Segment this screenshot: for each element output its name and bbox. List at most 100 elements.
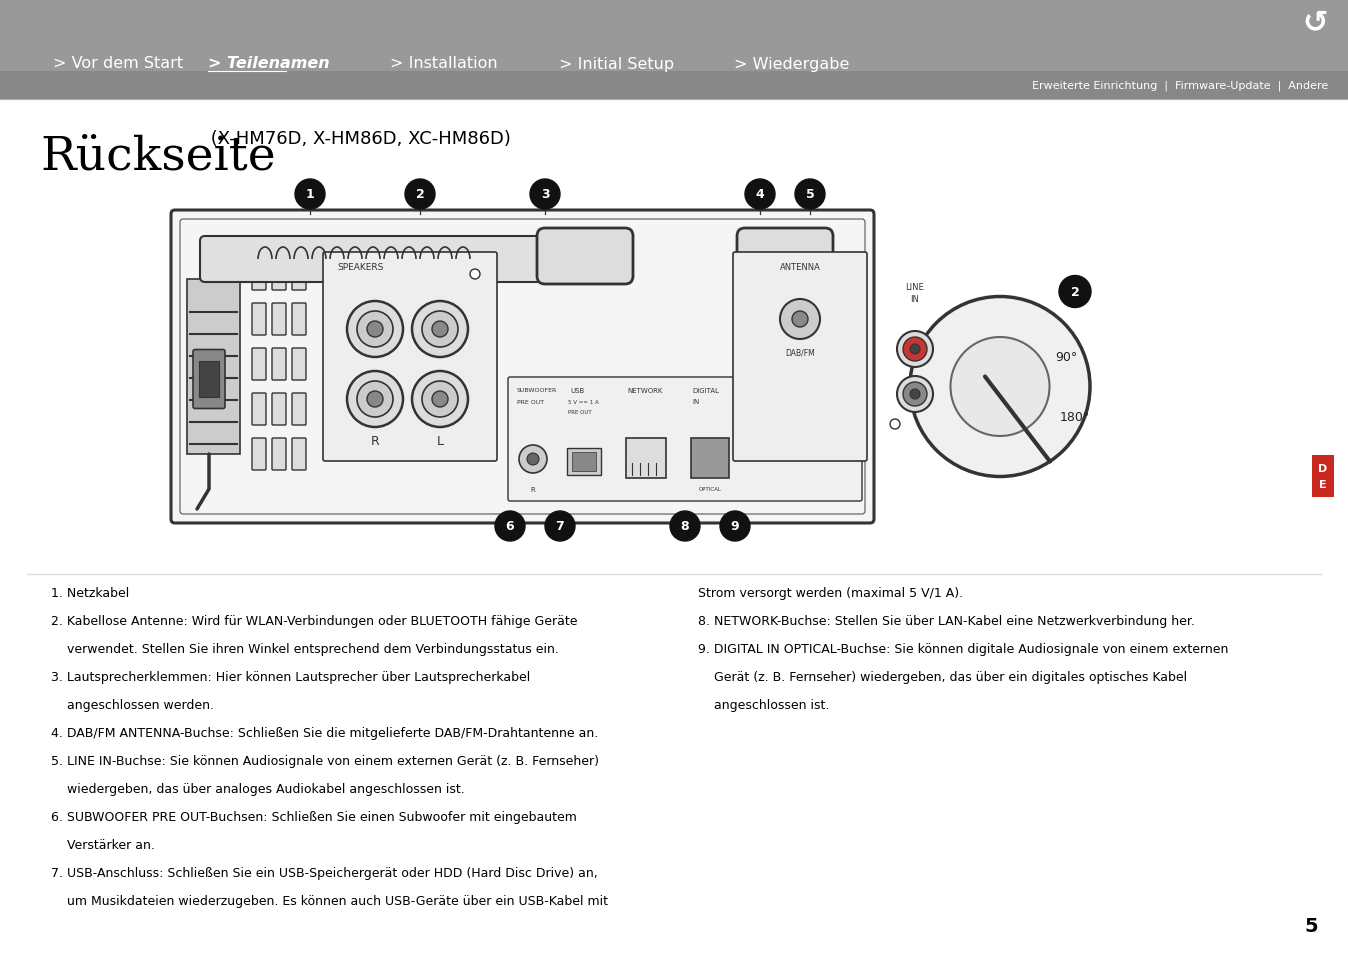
Text: PRE OUT: PRE OUT — [568, 410, 592, 415]
Circle shape — [367, 392, 383, 408]
FancyBboxPatch shape — [252, 258, 266, 291]
Text: 2: 2 — [415, 189, 425, 201]
Circle shape — [422, 381, 458, 417]
Text: 5: 5 — [1305, 916, 1318, 935]
Circle shape — [295, 180, 325, 210]
Circle shape — [745, 180, 775, 210]
Text: 9. DIGITAL IN OPTICAL-Buchse: Sie können digitale Audiosignale von einem externe: 9. DIGITAL IN OPTICAL-Buchse: Sie können… — [698, 642, 1228, 656]
FancyBboxPatch shape — [272, 349, 286, 380]
Text: Strom versorgt werden (maximal 5 V/1 A).: Strom versorgt werden (maximal 5 V/1 A). — [698, 586, 962, 599]
Text: IN: IN — [910, 294, 919, 304]
FancyBboxPatch shape — [625, 438, 666, 478]
FancyBboxPatch shape — [293, 349, 306, 380]
Circle shape — [910, 390, 919, 399]
Text: 5. LINE IN-Buchse: Sie können Audiosignale von einem externen Gerät (z. B. Ferns: 5. LINE IN-Buchse: Sie können Audiosigna… — [51, 754, 599, 767]
Text: ↺: ↺ — [1302, 8, 1328, 37]
Text: > Teilenamen: > Teilenamen — [208, 56, 330, 71]
Text: LINE: LINE — [906, 283, 925, 292]
Circle shape — [357, 381, 394, 417]
FancyBboxPatch shape — [252, 438, 266, 471]
FancyBboxPatch shape — [293, 304, 306, 335]
Text: 1. Netzkabel: 1. Netzkabel — [51, 586, 129, 599]
Text: angeschlossen ist.: angeschlossen ist. — [698, 699, 829, 711]
Text: angeschlossen werden.: angeschlossen werden. — [51, 699, 214, 711]
Text: 5 V == 1 A: 5 V == 1 A — [568, 399, 599, 405]
FancyBboxPatch shape — [737, 229, 833, 285]
Text: 5: 5 — [806, 189, 814, 201]
Text: PRE OUT: PRE OUT — [518, 399, 545, 405]
Text: Erweiterte Einrichtung  |  Firmware-Update  |  Andere: Erweiterte Einrichtung | Firmware-Update… — [1031, 81, 1328, 91]
Circle shape — [422, 312, 458, 348]
Text: 7. USB-Anschluss: Schließen Sie ein USB-Speichergerät oder HDD (Hard Disc Drive): 7. USB-Anschluss: Schließen Sie ein USB-… — [51, 866, 597, 879]
Circle shape — [545, 512, 576, 541]
FancyBboxPatch shape — [733, 253, 867, 461]
Circle shape — [910, 345, 919, 355]
Circle shape — [346, 302, 403, 357]
Text: 3. Lautsprecherklemmen: Hier können Lautsprecher über Lautsprecherkabel: 3. Lautsprecherklemmen: Hier können Laut… — [51, 670, 530, 683]
Circle shape — [367, 322, 383, 337]
Text: um Musikdateien wiederzugeben. Es können auch USB-Geräte über ein USB-Kabel mit: um Musikdateien wiederzugeben. Es können… — [51, 894, 608, 907]
FancyBboxPatch shape — [252, 304, 266, 335]
Text: E: E — [1320, 479, 1326, 490]
Text: > Vor dem Start: > Vor dem Start — [53, 56, 183, 71]
Text: D: D — [1318, 463, 1328, 474]
FancyBboxPatch shape — [252, 394, 266, 426]
Text: 90°: 90° — [1055, 351, 1077, 364]
Text: Rückseite: Rückseite — [40, 133, 275, 179]
Text: Gerät (z. B. Fernseher) wiedergeben, das über ein digitales optisches Kabel: Gerät (z. B. Fernseher) wiedergeben, das… — [698, 670, 1188, 683]
FancyBboxPatch shape — [293, 258, 306, 291]
FancyBboxPatch shape — [293, 438, 306, 471]
Circle shape — [910, 297, 1091, 477]
Bar — [0, 0, 1348, 100]
FancyBboxPatch shape — [692, 438, 729, 478]
Text: 4: 4 — [756, 189, 764, 201]
Circle shape — [530, 180, 559, 210]
Text: wiedergeben, das über analoges Audiokabel angeschlossen ist.: wiedergeben, das über analoges Audiokabe… — [51, 782, 465, 795]
Text: > Installation: > Installation — [390, 56, 497, 71]
Text: 8: 8 — [681, 520, 689, 533]
Circle shape — [890, 419, 900, 430]
Text: 9: 9 — [731, 520, 739, 533]
Text: 2: 2 — [1070, 286, 1080, 298]
Circle shape — [896, 376, 933, 413]
Bar — [187, 280, 240, 455]
Circle shape — [431, 392, 448, 408]
Circle shape — [896, 332, 933, 368]
Circle shape — [412, 302, 468, 357]
Bar — [572, 453, 596, 472]
Text: 8. NETWORK-Buchse: Stellen Sie über LAN-Kabel eine Netzwerkverbindung her.: 8. NETWORK-Buchse: Stellen Sie über LAN-… — [698, 615, 1194, 627]
Text: R: R — [531, 486, 535, 493]
Circle shape — [412, 372, 468, 428]
Text: > Wiedergabe: > Wiedergabe — [735, 56, 849, 71]
Circle shape — [519, 446, 547, 474]
Text: verwendet. Stellen Sie ihren Winkel entsprechend dem Verbindungsstatus ein.: verwendet. Stellen Sie ihren Winkel ents… — [51, 642, 559, 656]
Circle shape — [793, 312, 807, 328]
Text: R: R — [371, 435, 379, 448]
Circle shape — [903, 337, 927, 361]
Text: SPEAKERS: SPEAKERS — [337, 263, 383, 272]
Bar — [1312, 456, 1335, 497]
FancyBboxPatch shape — [200, 236, 615, 283]
Text: ANTENNA: ANTENNA — [779, 263, 821, 272]
Circle shape — [404, 180, 435, 210]
Text: Verstärker an.: Verstärker an. — [51, 838, 155, 851]
FancyBboxPatch shape — [272, 304, 286, 335]
Text: 3: 3 — [541, 189, 550, 201]
Text: OPTICAL: OPTICAL — [698, 487, 721, 492]
Circle shape — [903, 382, 927, 407]
FancyBboxPatch shape — [568, 449, 601, 476]
Bar — [200, 361, 218, 397]
Text: IN: IN — [692, 398, 700, 405]
Text: 6: 6 — [506, 520, 515, 533]
Circle shape — [527, 454, 539, 465]
FancyBboxPatch shape — [508, 377, 861, 501]
Circle shape — [720, 512, 749, 541]
Text: L: L — [437, 435, 443, 448]
Text: DIGITAL: DIGITAL — [692, 388, 718, 394]
Circle shape — [346, 372, 403, 428]
Text: DAB/FM: DAB/FM — [785, 348, 816, 356]
FancyBboxPatch shape — [324, 253, 497, 461]
Text: 6. SUBWOOFER PRE OUT-Buchsen: Schließen Sie einen Subwoofer mit eingebautem: 6. SUBWOOFER PRE OUT-Buchsen: Schließen … — [51, 810, 577, 823]
FancyBboxPatch shape — [193, 350, 225, 409]
Text: > Initial Setup: > Initial Setup — [559, 56, 674, 71]
